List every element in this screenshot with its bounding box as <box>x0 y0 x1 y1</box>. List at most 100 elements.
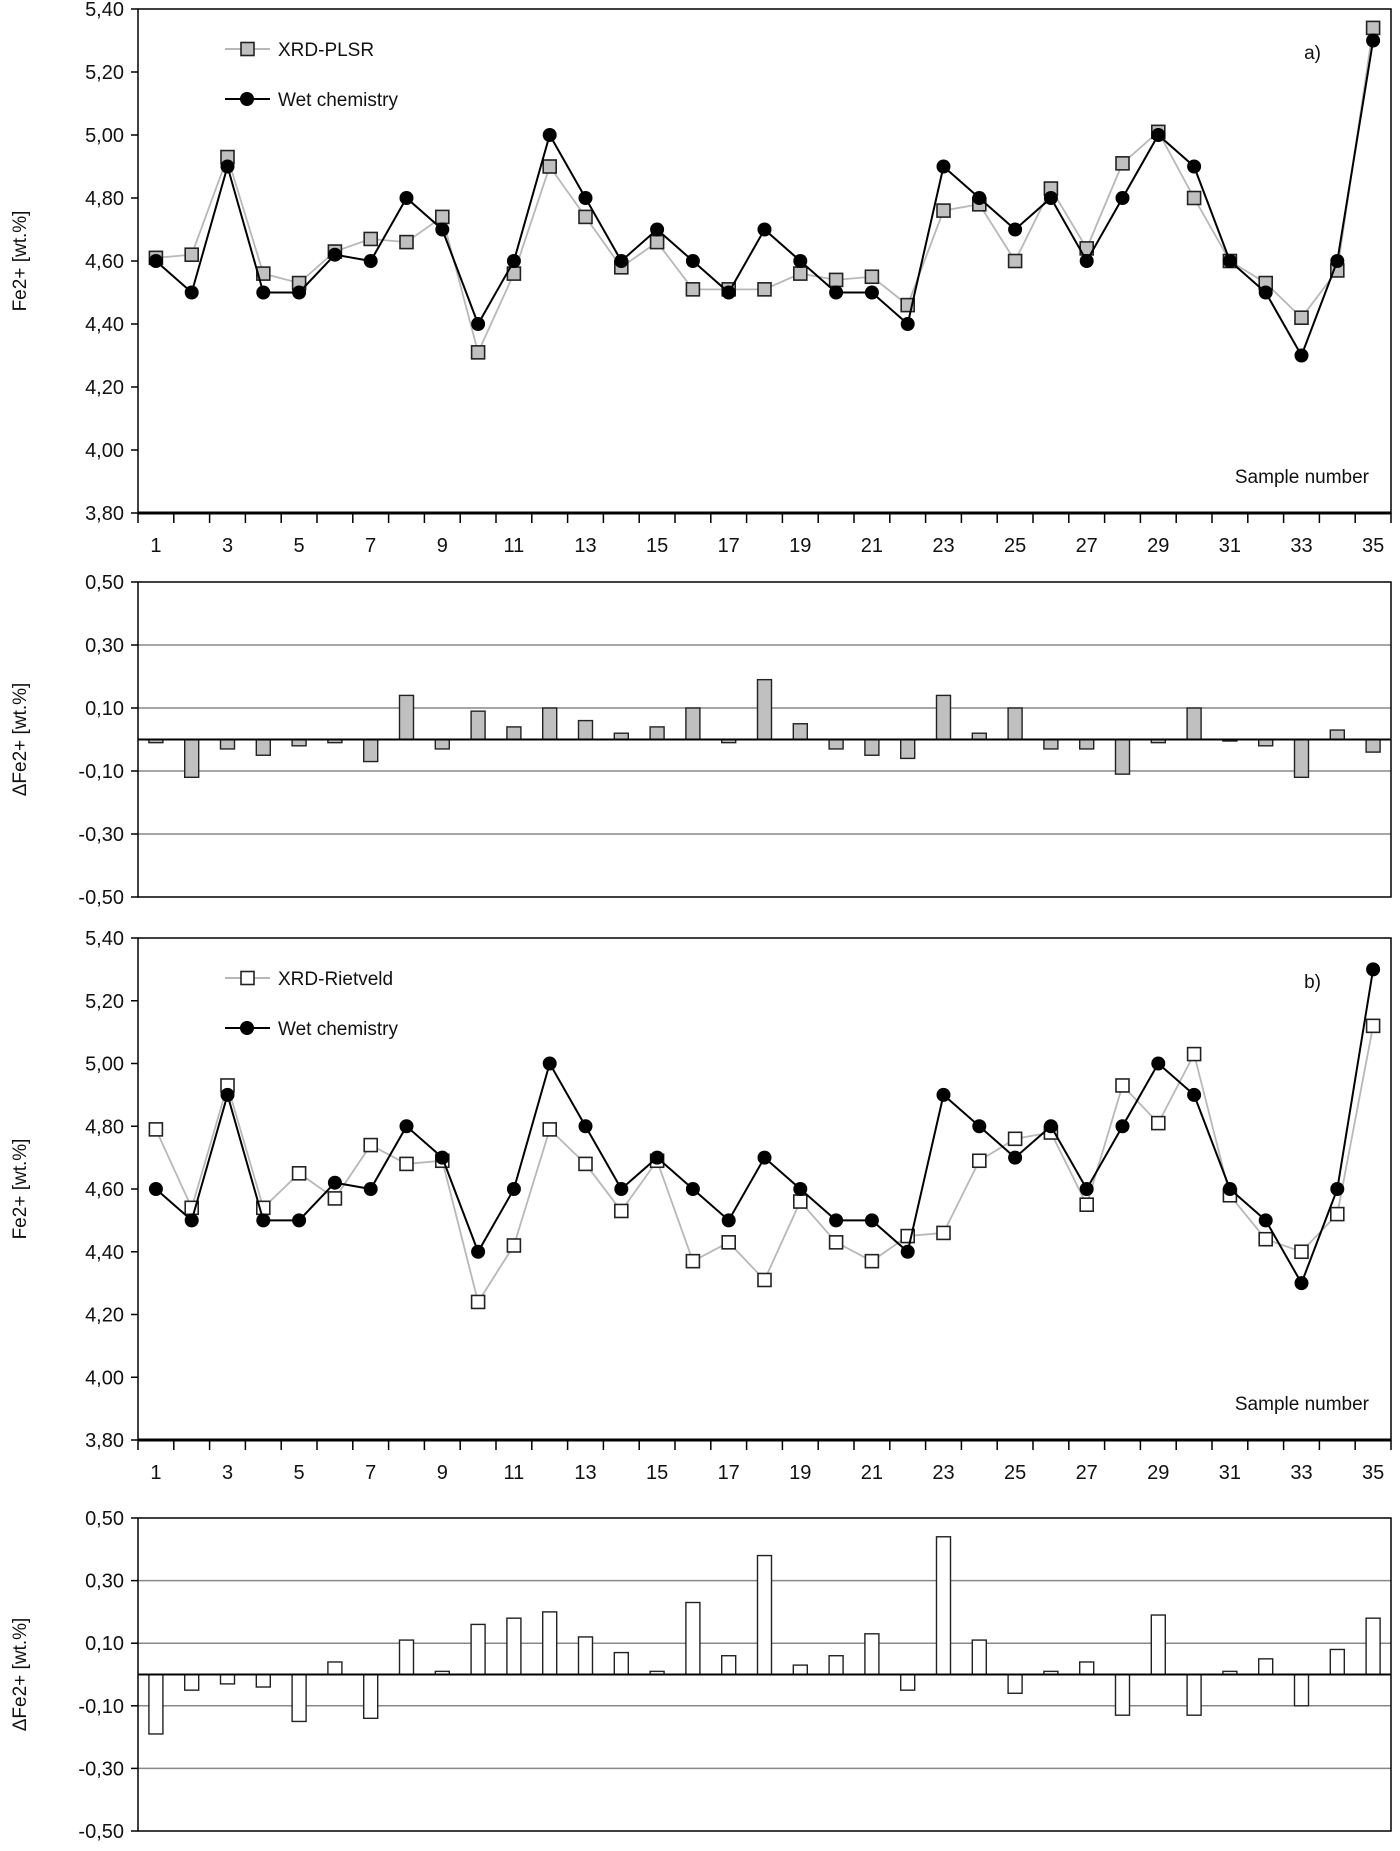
data-point-circle <box>1222 254 1237 268</box>
bar <box>613 1651 629 1676</box>
data-point-circle <box>972 191 987 205</box>
x-tick-label: 31 <box>1219 535 1241 557</box>
x-tick-label: 27 <box>1076 535 1098 557</box>
data-point-square <box>685 282 701 297</box>
data-point-circle <box>1043 1119 1058 1134</box>
data-point-circle <box>542 1056 557 1071</box>
data-point-square <box>936 1225 951 1241</box>
x-tick-label: 13 <box>574 535 596 557</box>
data-point-square <box>1186 190 1202 206</box>
data-point-square <box>1186 1046 1202 1062</box>
data-point-square <box>936 203 951 218</box>
y-tick-label: 4,60 <box>85 251 124 273</box>
legend-label: XRD-Rietveld <box>278 969 393 990</box>
y-tick-label: 5,20 <box>85 62 124 84</box>
bar <box>900 738 916 760</box>
data-point-circle <box>363 1182 378 1196</box>
bar <box>971 1639 987 1676</box>
data-point-circle <box>506 1182 521 1196</box>
y-tick-label: 4,40 <box>85 1242 124 1264</box>
x-tick-label: 3 <box>222 1462 233 1484</box>
data-point-square <box>363 1137 379 1153</box>
y-tick-label: -0,50 <box>78 887 124 909</box>
data-point-circle <box>900 1244 915 1259</box>
y-tick-label: 0,50 <box>85 572 124 594</box>
data-point-square <box>470 345 486 360</box>
data-point-circle <box>1151 128 1166 142</box>
data-point-circle <box>829 1213 844 1228</box>
bar <box>363 1673 379 1720</box>
data-point-square <box>184 247 199 262</box>
x-tick-label: 11 <box>504 535 525 557</box>
x-tick-label: 1 <box>150 1462 161 1484</box>
data-point-circle <box>793 1182 808 1196</box>
y-tick-label: 0,50 <box>85 1508 124 1530</box>
bar <box>1293 738 1310 778</box>
bar <box>219 1673 236 1685</box>
data-point-circle <box>184 1213 199 1228</box>
data-point-circle <box>1079 254 1094 268</box>
data-point-circle <box>721 285 736 300</box>
bar <box>828 1655 844 1676</box>
y-tick-label: 4,20 <box>85 377 124 399</box>
y-tick-label: 0,30 <box>85 635 124 657</box>
data-point-circle <box>1008 222 1023 237</box>
data-point-circle <box>1115 191 1130 205</box>
data-point-circle <box>1294 348 1309 363</box>
x-axis-label: Sample number <box>1235 467 1370 488</box>
data-point-circle <box>256 1213 271 1228</box>
bar <box>935 694 952 741</box>
data-point-square <box>649 234 665 250</box>
y-tick-label: 4,20 <box>85 1305 124 1327</box>
data-point-square <box>757 1272 772 1288</box>
data-point-square <box>327 1191 343 1206</box>
x-tick-label: 27 <box>1076 1462 1098 1484</box>
bar <box>183 738 200 778</box>
x-tick-label: 11 <box>504 1462 525 1484</box>
y-axis-label: ΔFe2+ [wt.%] <box>10 1618 31 1732</box>
data-point-circle <box>578 1119 593 1134</box>
bar <box>1186 707 1202 741</box>
bar <box>1114 1673 1131 1716</box>
bar <box>756 1554 773 1676</box>
data-point-circle <box>471 317 486 331</box>
bar <box>1329 1648 1346 1676</box>
x-tick-label: 3 <box>222 535 233 557</box>
bar <box>398 694 415 741</box>
data-point-circle <box>399 1119 414 1134</box>
bar <box>1365 738 1381 753</box>
data-point-square <box>470 1294 486 1310</box>
data-point-circle <box>685 254 700 268</box>
y-tick-label: -0,10 <box>78 1696 124 1718</box>
y-tick-label: 3,80 <box>85 1430 124 1452</box>
legend-square-icon <box>240 970 255 986</box>
y-tick-label: 4,00 <box>85 440 124 462</box>
bar <box>1257 1658 1274 1676</box>
bar <box>542 707 558 741</box>
x-tick-label: 21 <box>861 535 883 557</box>
bar <box>470 710 486 741</box>
x-tick-label: 31 <box>1219 1462 1241 1484</box>
x-tick-label: 9 <box>437 535 448 557</box>
x-tick-label: 25 <box>1004 1462 1026 1484</box>
legend-square-icon <box>240 41 255 57</box>
bar <box>577 1636 594 1676</box>
data-point-circle <box>757 1150 772 1165</box>
y-tick-label: -0,50 <box>78 1821 124 1843</box>
bar <box>470 1623 486 1676</box>
data-point-circle <box>1258 1213 1273 1228</box>
x-tick-label: 7 <box>365 1462 376 1484</box>
data-point-circle <box>292 285 307 300</box>
bar <box>1007 707 1023 741</box>
data-point-circle <box>435 1150 450 1165</box>
data-point-square <box>685 1253 701 1269</box>
data-point-square <box>1115 1078 1130 1093</box>
y-tick-label: 0,10 <box>85 1633 124 1655</box>
y-axis-label: Fe2+ [wt.%] <box>10 1139 31 1240</box>
panel-label: a) <box>1304 43 1321 64</box>
x-tick-label: 25 <box>1004 535 1026 557</box>
y-tick-label: -0,10 <box>78 761 124 783</box>
data-point-square <box>613 1203 629 1219</box>
bar <box>649 726 665 741</box>
bar-chart-panel-1: -0,50 -0,30 -0,10 0,10 0,30 0,50 ΔFe2+ [wt.%] <box>10 572 1392 909</box>
